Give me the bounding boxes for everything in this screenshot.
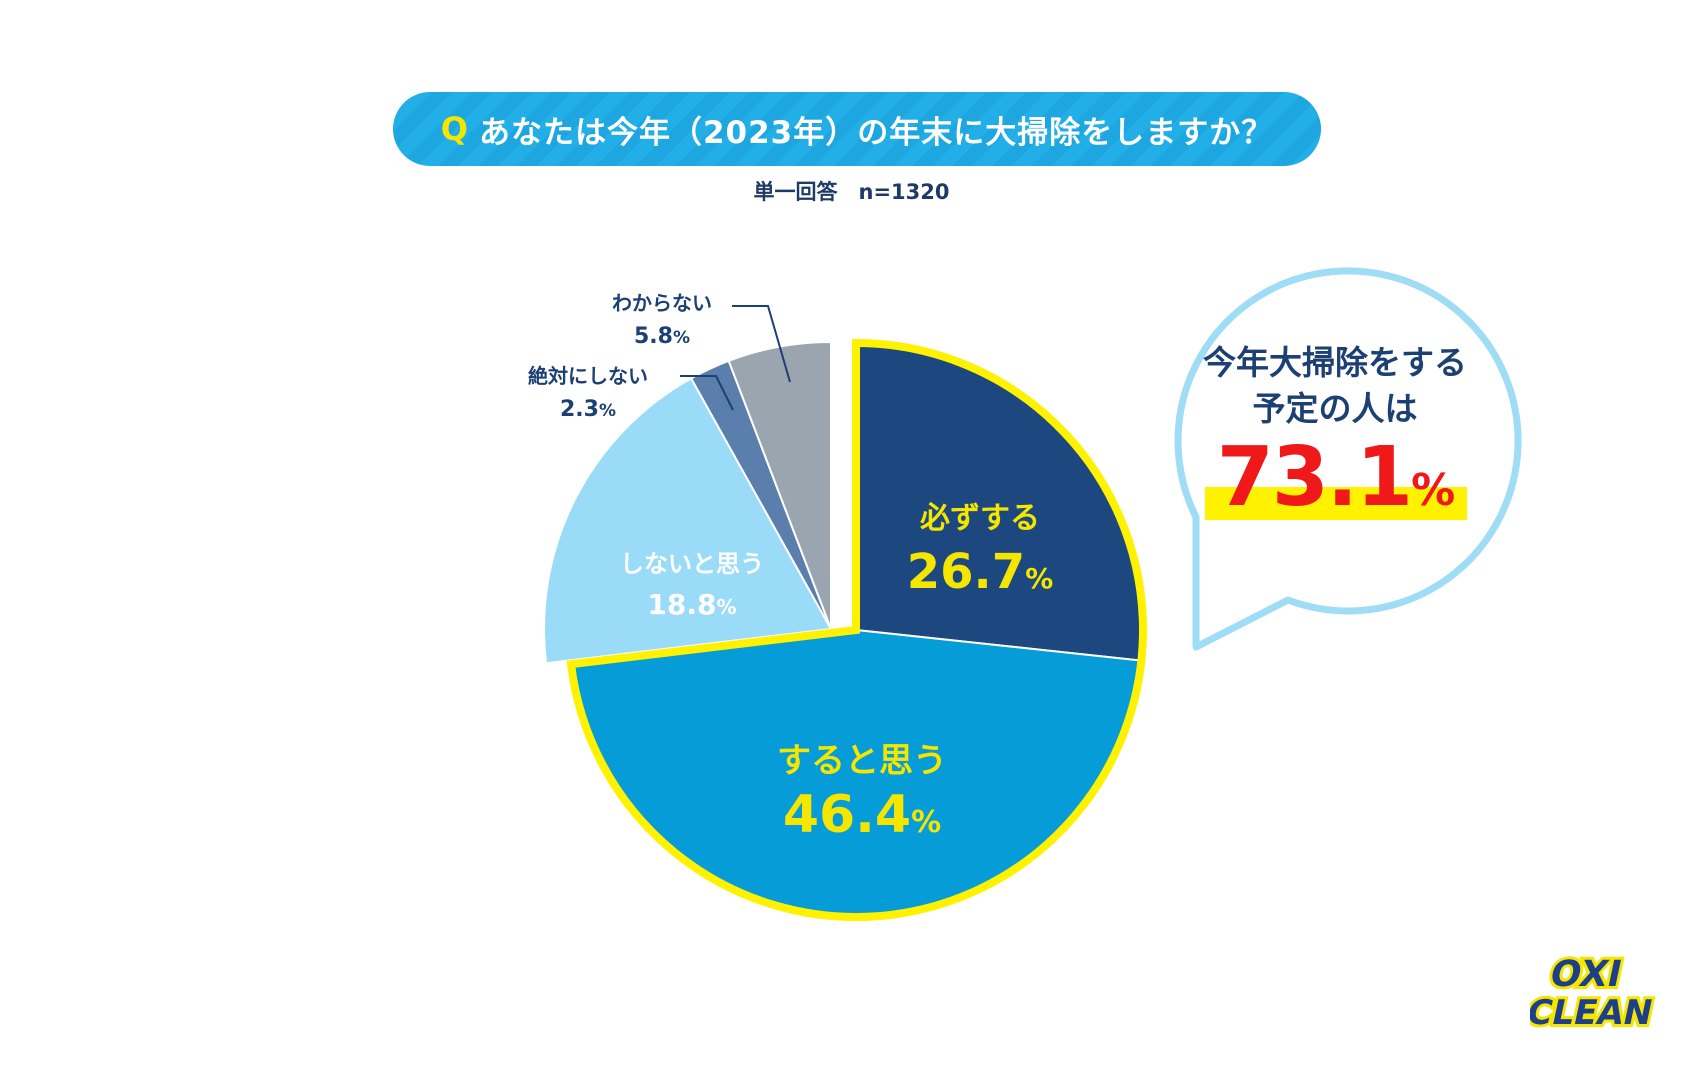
slice-label-zettai-ni-shinai: 絶対にしない <box>528 364 648 388</box>
slice-value-suru-to-omou: 46.4% <box>783 785 941 845</box>
callout-value-number: 73.1 <box>1216 430 1413 525</box>
leader-line-zettai-ni-shinai <box>680 375 734 411</box>
callout-text: 今年大掃除をする 予定の人は <box>1150 340 1520 432</box>
slice-label-wakaranai: わからない <box>612 291 712 315</box>
callout-bubble <box>1174 267 1522 651</box>
highlight-outline <box>566 338 1147 921</box>
slice-value-zettai-ni-shinai: 2.3% <box>560 397 616 422</box>
callout-value: 73.1% <box>1205 430 1467 525</box>
logo-line1: OXI <box>1546 952 1625 995</box>
logo-line2: CLEAN <box>1530 993 1656 1033</box>
callout-value-unit: % <box>1411 465 1456 516</box>
leader-line-wakaranai <box>732 305 791 383</box>
slice-label-shinai-to-omou: しないと思う <box>620 550 764 578</box>
callout-line1: 今年大掃除をする <box>1203 343 1467 382</box>
slice-value-wakaranai: 5.8% <box>634 324 690 349</box>
sample-note: 単一回答 n=1320 <box>753 180 950 204</box>
question-text: あなたは今年（2023年）の年末に大掃除をしますか？ <box>478 114 1274 151</box>
oxiclean-logo: OXI CLEAN <box>1530 949 1659 1036</box>
slice-value-shinai-to-omou: 18.8% <box>647 588 736 621</box>
slice-value-kanarazu-suru: 26.7% <box>907 544 1054 600</box>
question-banner: Q あなたは今年（2023年）の年末に大掃除をしますか？ <box>393 92 1321 166</box>
callout-value-box: 73.1% <box>1205 430 1467 525</box>
slice-label-suru-to-omou: すると思う <box>777 741 947 781</box>
callout-line2: 予定の人は <box>1252 389 1418 428</box>
callout-highlight-bar <box>1205 487 1467 520</box>
slice-label-kanarazu-suru: 必ずする <box>920 501 1040 536</box>
pie-slice-shinai-to-omou <box>543 377 833 665</box>
question-mark-label: Q <box>440 110 469 148</box>
